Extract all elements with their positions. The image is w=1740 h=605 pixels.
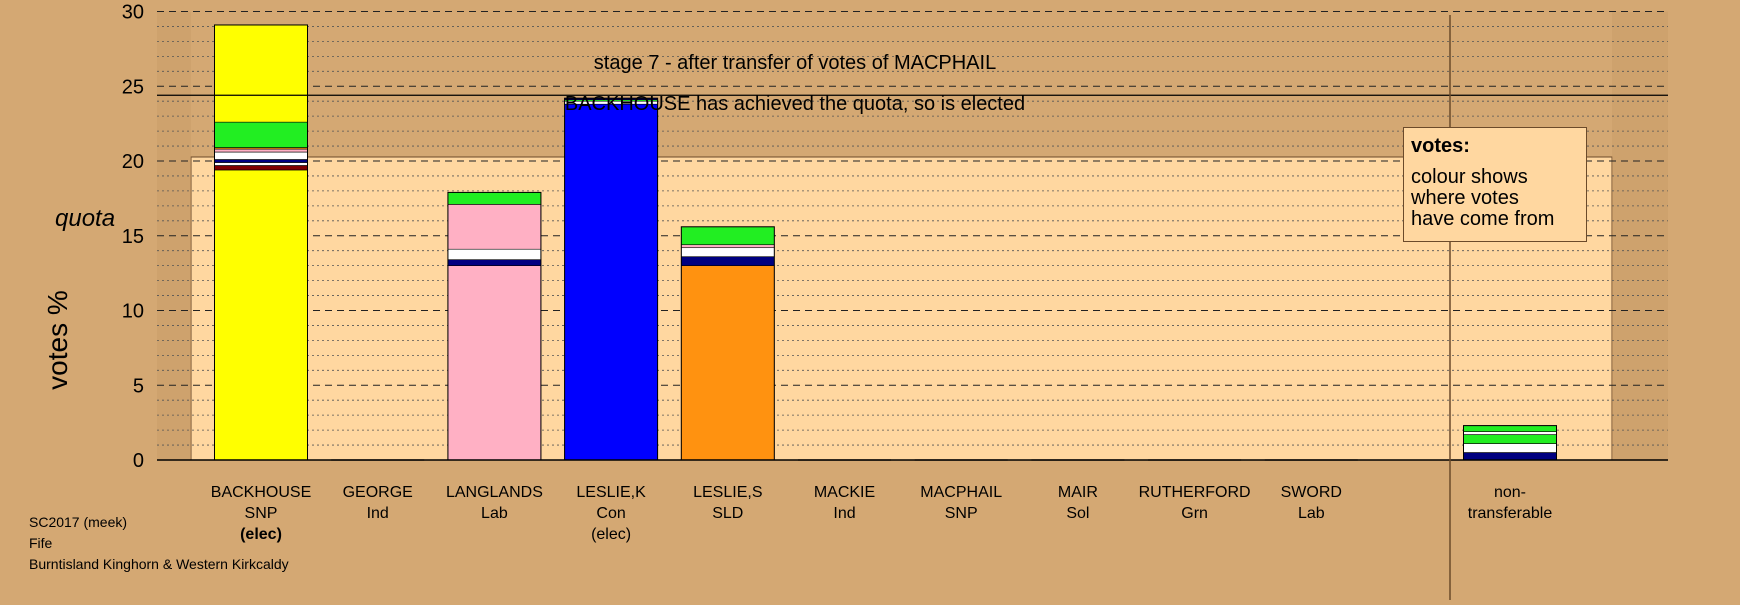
x-tick-label: RUTHERFORD	[1139, 484, 1251, 501]
x-tick-label: SWORD	[1281, 484, 1342, 501]
x-tick-party: Lab	[481, 505, 508, 522]
x-tick-label: MAIR	[1058, 484, 1098, 501]
bar-segment	[680, 265, 775, 461]
x-tick-label: LESLIE,S	[693, 484, 762, 501]
bar-segment	[214, 169, 308, 461]
x-tick-label: LESLIE,K	[576, 484, 646, 501]
x-tick-party: Con	[596, 505, 625, 522]
bar-segment	[214, 159, 308, 163]
y-tick-label: 10	[122, 301, 144, 323]
chart-title: stage 7 - after transfer of votes of MAC…	[593, 52, 997, 74]
bar-segment	[680, 244, 775, 249]
bar-segment	[447, 204, 542, 250]
chart-subtitle: BACKHOUSE has achieved the quota, so is …	[564, 93, 1026, 115]
legend-title: votes:	[1411, 135, 1470, 157]
x-tick-party: Sol	[1066, 505, 1089, 522]
nontransferable-bar-segment	[1463, 434, 1557, 444]
x-tick-party: Lab	[1298, 505, 1325, 522]
x-tick-label: LANGLANDS	[446, 484, 543, 501]
plot-area	[190, 156, 1613, 461]
bar-segment	[214, 148, 308, 153]
bar-segment	[680, 256, 775, 266]
bar-segment	[214, 162, 308, 166]
footer-election: SC2017 (meek)	[29, 514, 128, 530]
nontransferable-bar-segment	[1463, 443, 1557, 453]
x-tick-label: GEORGE	[343, 484, 413, 501]
nontransferable-label: transferable	[1468, 505, 1553, 522]
footer-ward: Burntisland Kinghorn & Western Kirkcaldy	[29, 556, 289, 572]
x-tick-party: SNP	[945, 505, 978, 522]
bar-segment	[564, 103, 658, 461]
bar-segment	[214, 121, 308, 148]
legend-line: have come from	[1411, 208, 1555, 230]
y-tick-label: 20	[122, 151, 144, 173]
legend-line: where votes	[1411, 187, 1519, 209]
bar-segment	[447, 265, 542, 461]
y-tick-label: 25	[122, 76, 144, 98]
bar-segment	[447, 192, 542, 205]
quota-label: quota	[55, 205, 116, 232]
bar-segment	[680, 247, 775, 257]
x-tick-note: (elec)	[240, 526, 282, 543]
footer-council: Fife	[29, 535, 53, 551]
nontransferable-bar-segment	[1463, 425, 1557, 432]
x-tick-party: Grn	[1181, 505, 1208, 522]
x-tick-note: (elec)	[591, 526, 631, 543]
x-tick-party: Ind	[367, 505, 389, 522]
legend-line: colour shows	[1411, 166, 1528, 188]
bar-segment	[447, 259, 542, 266]
bar-segment	[214, 165, 308, 171]
x-tick-party: SLD	[712, 505, 743, 522]
y-tick-label: 30	[122, 2, 144, 24]
bar-segment	[447, 248, 542, 260]
x-tick-party: SNP	[245, 505, 278, 522]
y-tick-label: 0	[133, 450, 144, 472]
legend-box: votes: colour shows where votes have com…	[1403, 127, 1587, 242]
bar-segment	[680, 226, 775, 246]
x-tick-party: Ind	[833, 505, 855, 522]
x-tick-label: BACKHOUSE	[211, 484, 311, 501]
nontransferable-bar-segment	[1463, 431, 1557, 435]
x-tick-label: MACKIE	[814, 484, 875, 501]
nontransferable-bar-segment	[1463, 452, 1557, 461]
x-tick-label: MACPHAIL	[920, 484, 1002, 501]
y-axis-label: votes %	[42, 290, 73, 390]
bar-segment	[214, 151, 308, 160]
y-tick-label: 15	[122, 226, 144, 248]
y-tick-label: 5	[133, 375, 144, 397]
nontransferable-label: non-	[1494, 484, 1526, 501]
